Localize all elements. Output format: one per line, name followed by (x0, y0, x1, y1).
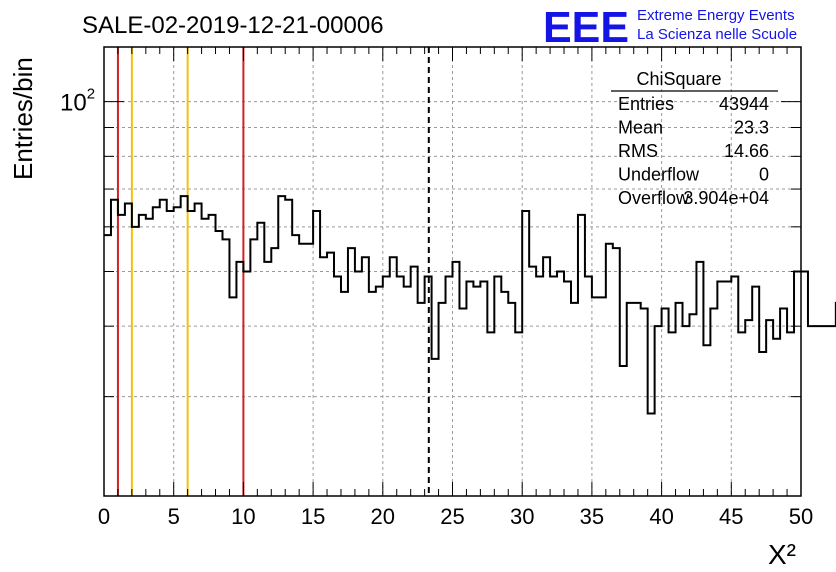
stats-value: 23.3 (734, 118, 769, 138)
stats-label: Underflow (618, 165, 700, 185)
stats-value: 0 (759, 165, 769, 185)
histogram-series (104, 195, 836, 415)
stats-value: 43944 (719, 94, 769, 114)
x-tick-label: 20 (371, 504, 395, 529)
stats-label: Entries (618, 94, 674, 114)
x-tick-label: 10 (231, 504, 255, 529)
histogram-line (104, 195, 836, 415)
stats-rows: Entries 43944 Mean 23.3 RMS 14.66 Underflow 0 Ov… (618, 94, 769, 208)
x-tick-label: 5 (168, 504, 180, 529)
x-tick-label: 45 (719, 504, 743, 529)
stats-value: 14.66 (724, 141, 769, 161)
x-tick-label: 40 (649, 504, 673, 529)
x-axis-title: X² (768, 539, 796, 570)
x-tick-label: 0 (98, 504, 110, 529)
stats-label: Overflow (618, 188, 690, 208)
x-tick-label: 15 (301, 504, 325, 529)
logo-tagline-1: Extreme Energy Events (637, 7, 795, 24)
stats-name: ChiSquare (636, 69, 721, 89)
grid-lines (104, 47, 801, 496)
y-tick-label: 102 (60, 86, 95, 117)
stats-label: RMS (618, 141, 658, 161)
stats-label: Mean (618, 118, 663, 138)
x-tick-label: 50 (789, 504, 813, 529)
logo-tagline-2: La Scienza nelle Scuole (637, 26, 797, 43)
x-tick-label: 25 (440, 504, 464, 529)
eee-logo: EEE (543, 3, 629, 52)
x-tick-label: 30 (510, 504, 534, 529)
run-title: SALE-02-2019-12-21-00006 (82, 12, 384, 39)
reference-lines (116, 47, 430, 496)
y-axis-ticks: 102 (60, 86, 801, 398)
stats-value: 3.904e+04 (683, 188, 769, 208)
x-axis-ticks: 0 5 10 15 20 25 30 35 40 45 50 (98, 47, 813, 529)
x-tick-label: 35 (580, 504, 604, 529)
y-axis-title: Entries/bin (8, 57, 38, 180)
stats-box: ChiSquare Entries 43944 Mean 23.3 RMS 14.66 Un… (611, 69, 778, 208)
